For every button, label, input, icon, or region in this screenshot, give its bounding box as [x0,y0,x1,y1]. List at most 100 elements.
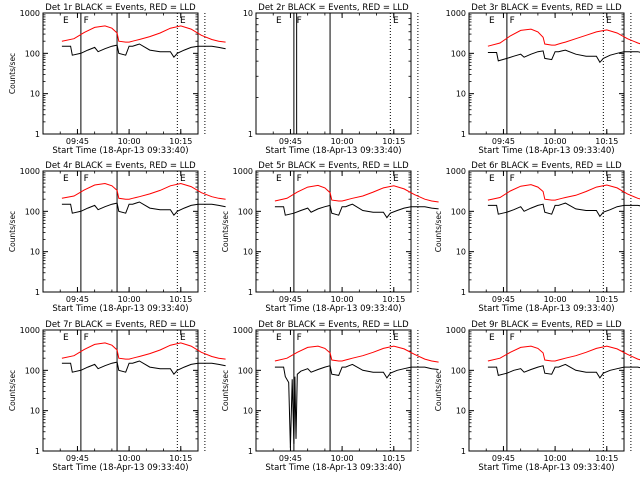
y-tick-label: 1 [248,288,253,297]
marker-label: E [180,174,186,184]
marker-label: F [84,333,89,343]
x-axis-label: Start Time (18-Apr-13 09:33:40) [478,463,614,473]
x-tick-label: 10:00 [331,454,354,463]
x-tick-label: 10:15 [169,454,192,463]
y-tick-label: 100 [451,207,466,216]
x-tick-label: 10:00 [331,137,354,146]
y-tick-label: 100 [451,49,466,58]
panel: Det 5r BLACK = Events, RED = LLD 1 10 100 10… [221,161,439,314]
panel: Det 9r BLACK = Events, RED = LLD 1 10 100 10… [434,320,640,473]
y-tick-label: 1 [35,130,40,139]
x-axis-label: Start Time (18-Apr-13 09:33:40) [478,146,614,156]
lld-series-line [487,184,640,201]
marker-label: E [489,16,495,26]
plot-frame [468,329,625,452]
events-series-line [61,43,226,59]
marker-label: E [393,174,399,184]
marker-label: F [297,333,302,343]
y-tick-label: 1 [248,447,253,456]
y-tick-label: 10 [243,407,253,416]
panel: Det 4r BLACK = Events, RED = LLD 1 10 100 10… [8,161,226,314]
x-tick-label: 10:15 [595,137,618,146]
y-tick-label: 1 [35,447,40,456]
y-axis-label: Counts/sec [8,211,17,252]
panel-title: Det 4r BLACK = Events, RED = LLD [45,161,196,171]
y-axis-label: Counts/sec [8,53,17,94]
y-tick-label: 1000 [446,9,466,18]
marker-label: E [489,174,495,184]
x-tick-label: 10:15 [595,454,618,463]
y-tick-label: 10 [30,248,40,257]
y-tick-label: 10 [243,248,253,257]
panel: Det 7r BLACK = Events, RED = LLD 1 10 100 10… [8,320,226,473]
x-axis-label: Start Time (18-Apr-13 09:33:40) [52,146,188,156]
plot-frame [468,12,625,135]
x-tick-label: 10:00 [118,454,141,463]
marker-label: F [84,16,89,26]
events-series-line [61,201,226,217]
x-tick-label: 10:00 [118,295,141,304]
panel-title: Det 1r BLACK = Events, RED = LLD [45,3,196,13]
panel-title: Det 6r BLACK = Events, RED = LLD [471,161,622,171]
marker-label: F [510,174,515,184]
marker-label: E [180,333,186,343]
x-tick-label: 10:00 [544,137,567,146]
plot-frame [255,329,412,452]
lld-series-line [274,184,439,203]
x-tick-label: 10:00 [544,454,567,463]
x-tick-label: 09:45 [279,454,302,463]
x-tick-label: 10:00 [118,137,141,146]
x-axis-label: Start Time (18-Apr-13 09:33:40) [52,463,188,473]
x-axis-label: Start Time (18-Apr-13 09:33:40) [265,304,401,314]
y-tick-label: 1000 [20,9,40,18]
y-tick-label: 100 [238,366,253,375]
x-axis-label: Start Time (18-Apr-13 09:33:40) [265,463,401,473]
lld-series-line [61,182,226,200]
y-tick-label: 1 [461,130,466,139]
events-series-line [274,203,439,219]
x-tick-label: 10:15 [382,137,405,146]
panel-title: Det 9r BLACK = Events, RED = LLD [471,320,622,330]
panel: Det 2r BLACK = Events, RED = LLD 1 10 09:45… [243,3,419,156]
plot-frame [42,12,199,135]
marker-label: E [393,333,399,343]
y-tick-label: 100 [25,49,40,58]
y-tick-label: 100 [451,366,466,375]
plot-frame [42,170,199,293]
y-axis-label: Counts/sec [434,370,443,411]
panel: Det 1r BLACK = Events, RED = LLD 1 10 100 10… [8,3,226,156]
x-axis-label: Start Time (18-Apr-13 09:33:40) [52,304,188,314]
x-tick-label: 10:15 [169,137,192,146]
y-tick-label: 10 [456,90,466,99]
x-tick-label: 10:15 [169,295,192,304]
marker-label: F [297,16,302,26]
y-tick-label: 100 [238,207,253,216]
events-series-line [274,363,439,448]
y-tick-label: 1 [461,447,466,456]
x-tick-label: 10:15 [382,454,405,463]
marker-label: F [84,174,89,184]
y-tick-label: 1 [461,288,466,297]
panel-title: Det 7r BLACK = Events, RED = LLD [45,320,196,330]
y-tick-label: 1000 [446,167,466,176]
marker-label: E [606,174,612,184]
y-tick-label: 10 [456,248,466,257]
y-tick-label: 10 [243,9,253,18]
marker-label: F [510,333,515,343]
marker-label: F [510,16,515,26]
y-tick-label: 1000 [233,326,253,335]
events-series-line [61,360,226,376]
marker-label: E [276,174,282,184]
marker-label: E [606,333,612,343]
x-tick-label: 09:45 [279,137,302,146]
y-axis-label: Counts/sec [434,211,443,252]
marker-label: E [63,16,69,26]
marker-label: E [276,333,282,343]
x-tick-label: 09:45 [66,295,89,304]
events-series-line [487,363,640,379]
panel-title: Det 3r BLACK = Events, RED = LLD [471,3,622,13]
y-tick-label: 1 [35,288,40,297]
events-series-line [487,202,640,218]
y-tick-label: 10 [30,407,40,416]
marker-label: E [180,16,186,26]
